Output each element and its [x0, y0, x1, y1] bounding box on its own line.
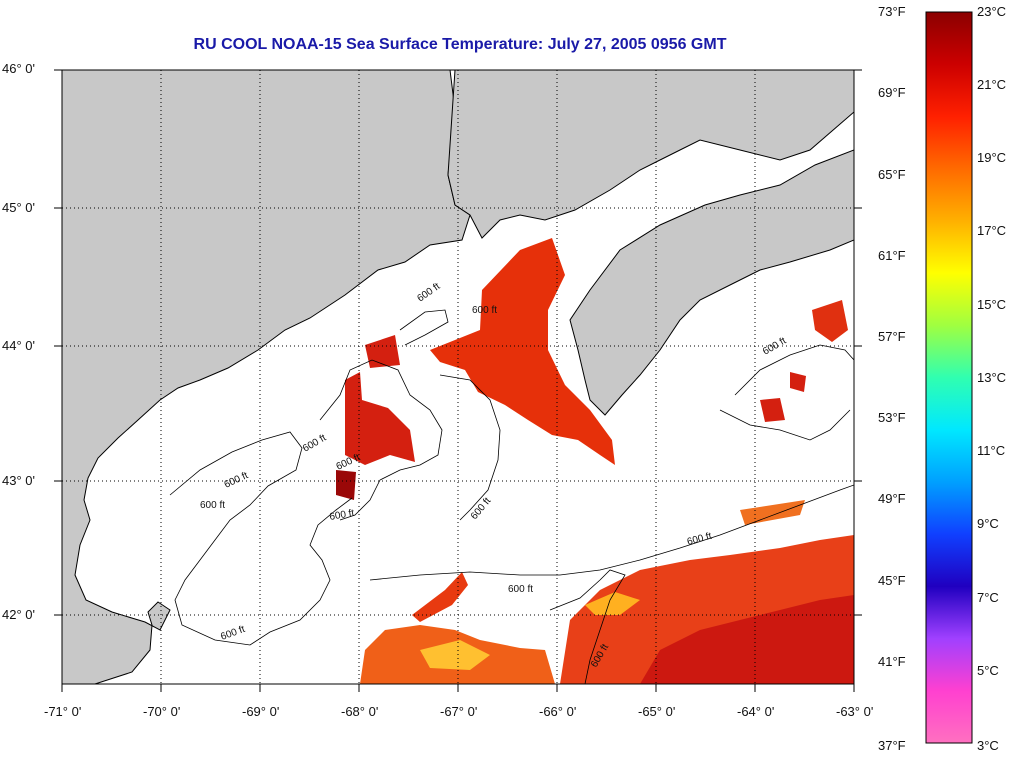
bathymetry-contours [169, 309, 854, 684]
sst-patch-orange-strip [740, 500, 805, 525]
c-label: 23°C [977, 4, 1006, 19]
graticule [62, 70, 854, 684]
lat-label-43: 43° 0' [2, 473, 35, 488]
sst-patch-jordan-basin [345, 372, 415, 465]
lat-label-42: 42° 0' [2, 607, 35, 622]
c-label: 21°C [977, 77, 1006, 92]
contour-georges [549, 569, 626, 684]
f-label: 61°F [878, 248, 906, 263]
f-label: 37°F [878, 738, 906, 753]
c-label: 7°C [977, 590, 999, 605]
land-north-america [62, 70, 471, 684]
c-label: 9°C [977, 516, 999, 531]
contour-northeast-channel [369, 484, 854, 581]
sst-patch-southeast-warm [640, 595, 854, 684]
c-label: 19°C [977, 150, 1006, 165]
sst-patch-yellow-b [585, 592, 640, 615]
f-label: 41°F [878, 654, 906, 669]
contour-label: 600 ft [508, 584, 533, 595]
contour-gulf-west [169, 431, 353, 646]
sst-patch-ns-3 [790, 372, 806, 392]
contour-north [399, 309, 449, 346]
lon-label-67: -67° 0' [440, 704, 477, 719]
f-label: 57°F [878, 329, 906, 344]
lon-label-71: -71° 0' [44, 704, 81, 719]
lon-label-69: -69° 0' [242, 704, 279, 719]
f-label: 69°F [878, 85, 906, 100]
sst-patch-small-2 [336, 470, 356, 500]
f-label: 45°F [878, 573, 906, 588]
colorbar [925, 11, 973, 744]
lon-label-64: -64° 0' [737, 704, 774, 719]
f-label: 49°F [878, 491, 906, 506]
c-label: 15°C [977, 297, 1006, 312]
c-label: 3°C [977, 738, 999, 753]
longitude-labels: -71° 0' -70° 0' -69° 0' -68° 0' -67° 0' … [44, 704, 873, 719]
contour-label: 600 ft [200, 500, 225, 511]
f-label: 73°F [878, 4, 906, 19]
sst-patch-ns-1 [812, 300, 848, 342]
latitude-labels: 46° 0' 45° 0' 44° 0' 43° 0' 42° 0' [2, 61, 35, 622]
lat-label-44: 44° 0' [2, 338, 35, 353]
land-new-brunswick [447, 70, 854, 239]
axis-ticks [54, 69, 862, 692]
contour-label: 600 ft [329, 508, 356, 523]
c-label: 17°C [977, 223, 1006, 238]
lat-label-45: 45° 0' [2, 200, 35, 215]
lon-label-70: -70° 0' [143, 704, 180, 719]
contour-label: 600 ft [472, 305, 497, 316]
lon-label-65: -65° 0' [638, 704, 675, 719]
lon-label-68: -68° 0' [341, 704, 378, 719]
contour-ns-shelf [719, 344, 854, 441]
sst-patch-small-1 [365, 335, 400, 368]
sst-patch-bay-of-fundy [430, 238, 615, 465]
sst-patch-yellow-a [420, 640, 490, 670]
c-label: 5°C [977, 663, 999, 678]
lon-label-66: -66° 0' [539, 704, 576, 719]
lon-label-63: -63° 0' [836, 704, 873, 719]
contour-central [439, 374, 501, 521]
colorbar-celsius-labels: 23°C 21°C 19°C 17°C 15°C 13°C 11°C 9°C 7… [977, 4, 1006, 753]
c-label: 11°C [977, 443, 1005, 458]
c-label: 13°C [977, 370, 1006, 385]
land-nova-scotia [569, 112, 854, 416]
contour-jordan [319, 359, 443, 521]
map-title: RU COOL NOAA-15 Sea Surface Temperature:… [193, 36, 727, 53]
f-label: 65°F [878, 167, 906, 182]
f-label: 53°F [878, 410, 906, 425]
colorbar-fahrenheit-labels: 73°F 69°F 65°F 61°F 57°F 53°F 49°F 45°F … [878, 4, 906, 753]
lat-label-46: 46° 0' [2, 61, 35, 76]
sst-patch-ns-2 [760, 398, 785, 422]
sst-patch-georges-1 [412, 572, 468, 622]
